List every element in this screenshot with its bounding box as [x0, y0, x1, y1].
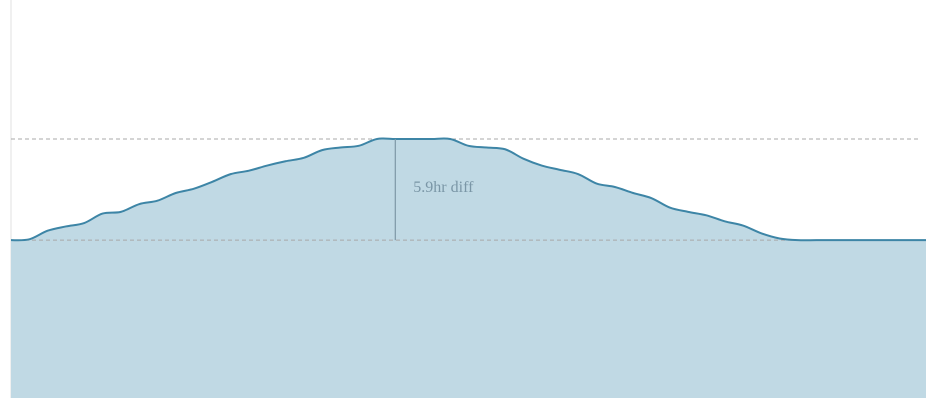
data-point-25 — [467, 144, 470, 147]
data-point-5 — [101, 212, 104, 215]
data-point-30 — [559, 168, 562, 171]
data-point-42 — [778, 237, 781, 240]
data-point-34 — [632, 192, 635, 195]
data-point-11 — [211, 180, 214, 183]
data-point-36 — [668, 206, 671, 209]
data-point-45 — [833, 239, 836, 242]
data-point-9 — [174, 192, 177, 195]
data-point-2 — [46, 229, 49, 232]
series-line — [10, 137, 926, 242]
data-point-3 — [64, 225, 67, 228]
data-point-44 — [815, 239, 818, 242]
data-point-33 — [613, 185, 616, 188]
data-point-28 — [522, 157, 525, 160]
data-point-0 — [10, 239, 13, 242]
data-point-18 — [339, 146, 342, 149]
data-point-35 — [650, 197, 653, 200]
data-point-46 — [851, 239, 854, 242]
data-point-4 — [83, 222, 86, 225]
data-point-26 — [485, 146, 488, 149]
data-point-31 — [577, 173, 580, 176]
annotation-label: 5.9hr diff — [413, 179, 474, 196]
data-point-24 — [449, 137, 452, 140]
data-point-32 — [595, 182, 598, 185]
data-point-12 — [229, 173, 232, 176]
data-point-40 — [742, 224, 745, 227]
data-point-6 — [119, 210, 122, 213]
data-point-15 — [284, 160, 287, 163]
data-point-22 — [412, 137, 415, 140]
data-point-43 — [796, 239, 799, 242]
data-point-49 — [906, 239, 909, 242]
data-point-13 — [247, 169, 250, 172]
data-point-41 — [760, 232, 763, 235]
data-point-50 — [925, 239, 928, 242]
data-point-27 — [504, 148, 507, 151]
data-point-29 — [540, 164, 543, 167]
data-point-14 — [266, 164, 269, 167]
data-point-7 — [138, 203, 141, 206]
data-point-8 — [156, 199, 159, 202]
data-point-20 — [376, 137, 379, 140]
data-point-16 — [302, 156, 305, 159]
data-point-1 — [28, 238, 31, 241]
data-point-38 — [705, 214, 708, 217]
data-point-37 — [687, 210, 690, 213]
area-fill — [11, 138, 926, 398]
data-point-19 — [357, 144, 360, 147]
data-point-17 — [321, 149, 324, 152]
data-point-10 — [193, 187, 196, 190]
data-point-48 — [888, 239, 891, 242]
data-point-39 — [723, 220, 726, 223]
data-point-23 — [430, 137, 433, 140]
data-point-47 — [870, 239, 873, 242]
